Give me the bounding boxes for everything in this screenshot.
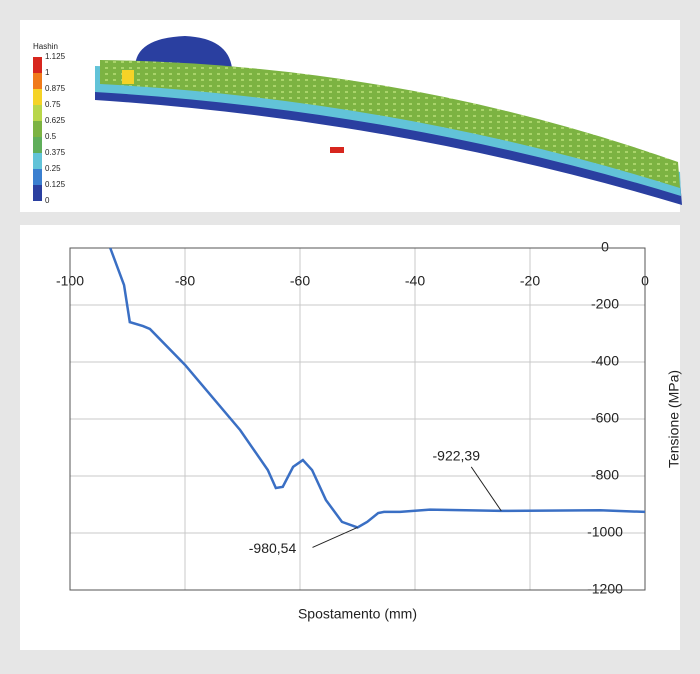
y-tick-label: -400	[591, 353, 619, 369]
y-axis-title: Tensione (MPa)	[666, 370, 682, 468]
colorbar-swatch	[33, 185, 42, 201]
annotation-label: -980,54	[249, 540, 297, 556]
colorbar-swatch	[33, 73, 42, 89]
fea-hotspot	[122, 70, 134, 84]
colorbar-label: 0.375	[45, 148, 66, 157]
colorbar-swatch	[33, 153, 42, 169]
colorbar-swatch	[33, 57, 42, 73]
colorbar-label: 0.125	[45, 180, 66, 189]
colorbar-label: 0.75	[45, 100, 61, 109]
colorbar-swatch	[33, 89, 42, 105]
colorbar-label: 0.875	[45, 84, 66, 93]
x-tick-label: -40	[405, 273, 425, 289]
y-tick-label: -600	[591, 410, 619, 426]
colorbar-swatch	[33, 169, 42, 185]
y-tick-label: -1200	[587, 581, 623, 597]
fea-hotspot	[330, 147, 344, 153]
x-axis-title: Spostamento (mm)	[298, 606, 417, 622]
y-tick-label: 0	[601, 239, 609, 255]
colorbar-swatch	[33, 137, 42, 153]
x-tick-label: -80	[175, 273, 195, 289]
x-tick-label: -60	[290, 273, 310, 289]
colorbar-swatch	[33, 121, 42, 137]
colorbar-label: 0.25	[45, 164, 61, 173]
colorbar-swatch	[33, 105, 42, 121]
colorbar-label: 1.125	[45, 52, 66, 61]
chart-panel	[20, 225, 680, 650]
page: Hashin 1.125 1 0.875 0.75 0.625 0.5 0.375 0.25 0…	[0, 0, 700, 674]
colorbar-label: 0.625	[45, 116, 66, 125]
x-tick-label: -20	[520, 273, 540, 289]
colorbar-label: 0	[45, 196, 50, 205]
y-tick-label: -1000	[587, 524, 623, 540]
y-tick-label: -800	[591, 467, 619, 483]
legend-title: Hashin	[33, 42, 58, 51]
colorbar-label: 1	[45, 68, 50, 77]
annotation-label: -922,39	[433, 448, 481, 464]
y-tick-label: -200	[591, 296, 619, 312]
figure: Hashin 1.125 1 0.875 0.75 0.625 0.5 0.375 0.25 0…	[0, 0, 700, 669]
colorbar-label: 0.5	[45, 132, 57, 141]
